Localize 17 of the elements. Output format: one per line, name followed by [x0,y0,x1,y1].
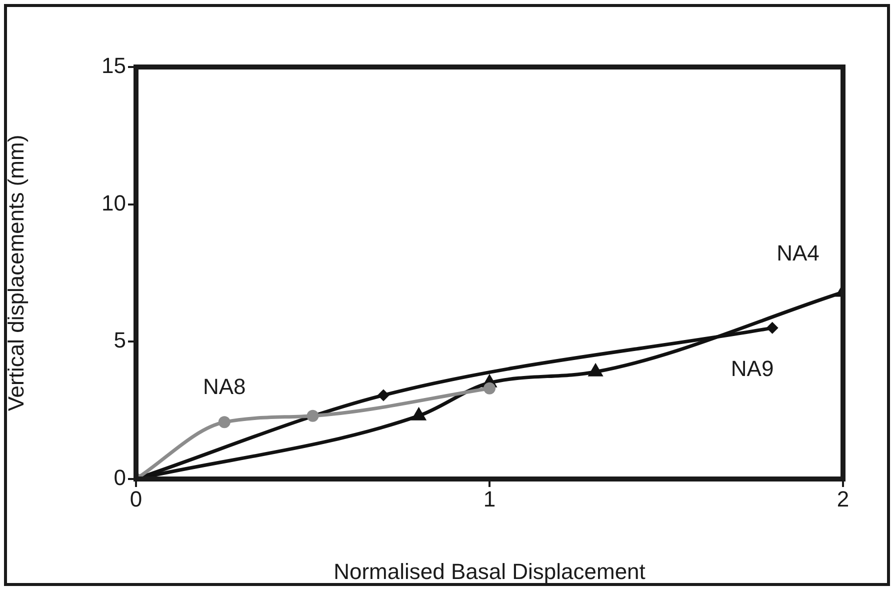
x-tick-label: 2 [836,486,850,512]
series-label: NA4 [776,240,820,266]
point [306,410,319,422]
x-axis-title: Normalised Basal Displacement [334,558,646,584]
y-tick-label: 10 [102,190,126,216]
series-label: NA9 [730,356,774,381]
y-tick-label: 15 [102,53,126,78]
point [766,322,778,334]
series-label: NA8 [202,374,246,400]
x-tick-label: 0 [130,486,142,512]
y-tick-label: 5 [114,328,126,353]
x-tick-label: 1 [483,486,496,512]
point [377,389,390,402]
y-axis-title: Vertical displacements (mm) [3,134,28,412]
point [484,382,496,394]
y-tick-label: 0 [114,465,126,490]
point [218,416,230,428]
